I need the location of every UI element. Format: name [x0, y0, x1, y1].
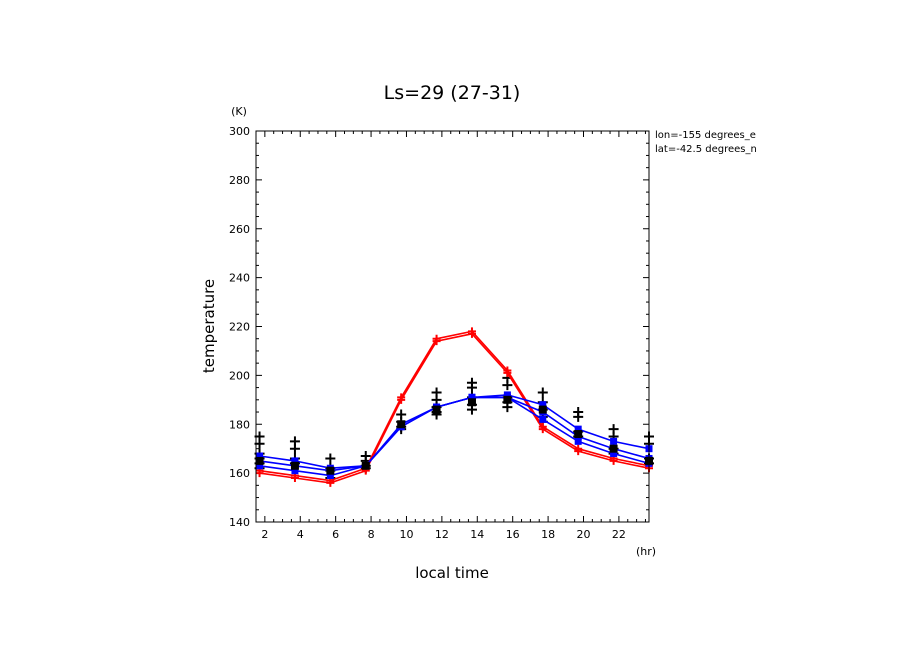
x-tick-label: 12: [435, 528, 449, 541]
plot-frame: [255, 130, 650, 523]
x-axis-unit: (hr): [636, 545, 656, 558]
observation-point: [466, 382, 477, 393]
x-tick-label: 8: [368, 528, 375, 541]
series-point: [539, 401, 547, 409]
series-point: [255, 469, 264, 478]
observation-mean-point: [326, 466, 335, 475]
series-point: [539, 415, 547, 423]
series-line: [259, 394, 650, 470]
series-point: [432, 337, 441, 346]
series-point: [610, 450, 618, 458]
x-axis-label: local time: [415, 564, 489, 582]
y-tick-label: 300: [229, 125, 250, 138]
observation-point: [325, 453, 336, 464]
observation-mean-point: [361, 461, 370, 470]
x-tick-label: 2: [261, 528, 268, 541]
series-point: [574, 425, 582, 433]
observation-mean-point: [467, 398, 476, 407]
x-tick-label: 10: [399, 528, 413, 541]
y-tick-label: 180: [229, 418, 250, 431]
y-axis-unit: (K): [231, 105, 247, 118]
y-tick-label: 160: [229, 467, 250, 480]
y-tick-label: 260: [229, 223, 250, 236]
series-point: [326, 478, 335, 487]
annotation-lon: lon=-155 degrees_e: [655, 130, 756, 141]
x-tick-label: 16: [506, 528, 520, 541]
observation-mean-point: [432, 405, 441, 414]
series-point: [468, 393, 476, 401]
observation-mean-point: [290, 461, 299, 470]
series-point: [467, 329, 476, 338]
chart-title: Ls=29 (27-31): [384, 82, 521, 104]
series-point: [538, 425, 547, 434]
y-tick-label: 280: [229, 174, 250, 187]
x-tick-label: 6: [332, 528, 339, 541]
x-tick-label: 20: [577, 528, 591, 541]
x-tick-label: 22: [612, 528, 626, 541]
y-tick-label: 220: [229, 321, 250, 334]
observation-mean-point: [397, 420, 406, 429]
y-axis-label: temperature: [200, 279, 218, 373]
series-line: [259, 396, 650, 472]
observation-mean-point: [574, 430, 583, 439]
observation-mean-point: [538, 405, 547, 414]
series-point: [256, 452, 264, 460]
observation-mean-point: [609, 444, 618, 453]
series-line: [259, 332, 650, 484]
series-point: [574, 447, 583, 456]
series-line: [259, 396, 650, 477]
series-point: [291, 457, 299, 465]
series-point: [609, 456, 618, 465]
x-tick-label: 18: [541, 528, 555, 541]
observation-point: [289, 443, 300, 454]
observation-point: [502, 380, 513, 391]
y-tick-label: 240: [229, 272, 250, 285]
observation-point: [573, 411, 584, 422]
series-point: [290, 474, 299, 483]
x-tick-label: 14: [470, 528, 484, 541]
observation-point: [537, 387, 548, 398]
series-point: [291, 467, 299, 475]
series-point: [574, 437, 582, 445]
annotation-lat: lat=-42.5 degrees_n: [655, 144, 757, 155]
observation-mean-point: [503, 395, 512, 404]
series-point: [610, 437, 618, 445]
y-tick-label: 200: [229, 369, 250, 382]
series-point: [397, 395, 406, 404]
series-point: [326, 472, 334, 480]
series-line: [259, 330, 650, 482]
y-tick-label: 140: [229, 516, 250, 529]
observation-mean-point: [255, 456, 264, 465]
x-tick-label: 4: [297, 528, 304, 541]
series-point: [256, 462, 264, 470]
series-point: [503, 368, 512, 377]
